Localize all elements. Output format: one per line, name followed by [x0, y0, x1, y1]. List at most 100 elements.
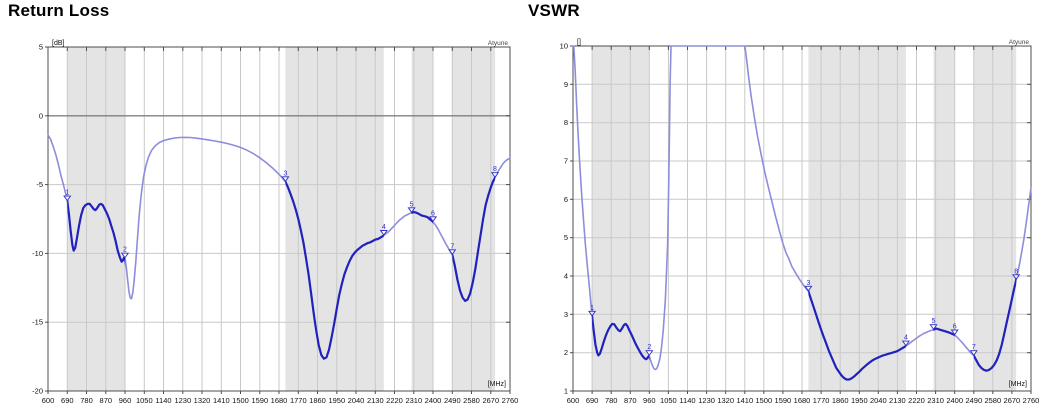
x-tick-label: 780	[80, 396, 93, 405]
x-tick-label: 2220	[908, 396, 925, 405]
x-tick-label: 1140	[155, 396, 171, 405]
x-tick-label: 1320	[194, 396, 211, 405]
y-tick-label: 3	[564, 310, 568, 319]
x-tick-label: 2130	[367, 396, 384, 405]
x-tick-label: 2580	[463, 396, 480, 405]
x-tick-label: 1050	[660, 396, 677, 405]
x-tick-label: 960	[643, 396, 656, 405]
x-tick-label: 2040	[870, 396, 887, 405]
axes	[45, 46, 511, 394]
marker-triangle-icon	[645, 350, 654, 356]
markers: 1 2 3 4 5 6 7 8	[63, 166, 500, 259]
marker-label-1: 1	[65, 190, 69, 197]
marker-label-3: 3	[283, 170, 287, 177]
x-tick-label: 1680	[271, 396, 288, 405]
marker-label-8: 8	[1014, 268, 1018, 275]
x-tick-label: 870	[100, 396, 113, 405]
marker-triangle-icon	[588, 310, 597, 317]
x-tick-label: 2310	[405, 396, 422, 405]
marker-label-4: 4	[904, 335, 908, 342]
y-unit-label: []	[577, 39, 581, 46]
return-loss-plot: 600 690 780 870 960 1050 1140 1230 1320 1410 1500 1…	[32, 40, 519, 405]
markers: 1 2 3 4 5 6 7 8	[588, 268, 1021, 356]
marker-triangle-icon	[950, 329, 959, 336]
marker-triangle-icon	[428, 216, 438, 223]
marker-label-2: 2	[123, 247, 127, 254]
y-tick-label: 0	[39, 111, 43, 120]
x-tick-label: 1320	[717, 396, 734, 405]
x-tick-label: 1860	[832, 396, 849, 405]
x-tick-label: 1680	[794, 396, 811, 405]
marker-label-3: 3	[806, 280, 810, 287]
marker-triangle-icon	[901, 340, 910, 347]
watermark: Atyune	[1009, 39, 1030, 46]
y-tick-label: 6	[564, 195, 568, 204]
x-tick-label: 2760	[1023, 396, 1040, 405]
marker-triangle-icon	[929, 324, 938, 330]
marker-triangle-icon	[490, 172, 500, 178]
y-unit-label: [dB]	[52, 40, 65, 47]
x-tick-label: 1950	[328, 396, 345, 405]
marker-label-4: 4	[382, 224, 386, 231]
x-tick-label: 2670	[482, 396, 499, 405]
x-tick-label: 2670	[1004, 396, 1021, 405]
x-tick-label: 2220	[386, 396, 403, 405]
return-loss-title: Return Loss	[8, 1, 110, 20]
y-tick-label: -5	[36, 180, 43, 189]
x-tick-label: 2400	[425, 396, 442, 405]
x-tick-label: 2400	[946, 396, 963, 405]
marker-triangle-icon	[1012, 274, 1021, 281]
marker-triangle-icon	[407, 207, 416, 214]
x-unit-label: [MHz]	[488, 381, 506, 388]
marker-label-7: 7	[450, 243, 454, 250]
marker-label-1: 1	[590, 305, 594, 312]
return-loss-chart: Return Loss 600 690 780 870 960 1050 1140 1230 1…	[8, 1, 519, 405]
marker-label-5: 5	[932, 318, 936, 325]
x-tick-label: 690	[586, 396, 599, 405]
marker-label-6: 6	[953, 324, 957, 331]
x-tick-label: 1230	[698, 396, 715, 405]
x-tick-label: 1230	[174, 396, 191, 405]
y-tick-label: -10	[32, 249, 43, 258]
band-shading	[67, 47, 496, 391]
marker-triangle-icon	[63, 195, 72, 202]
x-tick-label: 600	[567, 396, 580, 405]
y-tick-label: 10	[560, 42, 568, 51]
x-tick-label: 1500	[755, 396, 772, 405]
y-tick-label: -20	[32, 387, 43, 396]
vswr-plot: 600 690 780 870 960 1050 1140 1230 1320 1410 1500 1…	[560, 39, 1040, 405]
x-tick-label: 2040	[348, 396, 365, 405]
marker-triangle-icon	[120, 252, 130, 259]
marker-label-5: 5	[410, 201, 414, 208]
marker-triangle-icon	[379, 230, 388, 236]
x-tick-label: 1590	[775, 396, 792, 405]
x-tick-label: 1590	[251, 396, 268, 405]
x-tick-label: 1140	[679, 396, 695, 405]
band-shading	[592, 46, 1017, 391]
y-tick-label: 5	[39, 43, 43, 52]
x-tick-label: 1500	[232, 396, 249, 405]
x-tick-label: 870	[624, 396, 637, 405]
marker-label-7: 7	[972, 344, 976, 351]
x-tick-label: 2130	[889, 396, 906, 405]
y-tick-label: 8	[564, 118, 568, 127]
x-tick-label: 2310	[927, 396, 944, 405]
marker-triangle-icon	[804, 285, 813, 292]
x-tick-label: 2760	[502, 396, 519, 405]
x-tick-label: 1050	[136, 396, 153, 405]
x-tick-label: 1860	[309, 396, 326, 405]
watermark: Atyune	[488, 40, 509, 47]
y-tick-label: 7	[564, 157, 568, 166]
x-tick-label: 1950	[851, 396, 868, 405]
y-tick-label: 9	[564, 80, 568, 89]
x-tick-label: 2580	[984, 396, 1001, 405]
marker-triangle-icon	[969, 350, 978, 356]
vswr-chart: VSWR 600 690 780 870 960 1050 1140 1230 1320 1410…	[526, 0, 1052, 415]
vswr-title: VSWR	[528, 1, 580, 20]
x-tick-label: 690	[61, 396, 74, 405]
x-tick-label: 2490	[965, 396, 982, 405]
marker-label-8: 8	[493, 166, 497, 173]
x-tick-label: 1410	[736, 396, 753, 405]
marker-label-6: 6	[431, 210, 435, 217]
